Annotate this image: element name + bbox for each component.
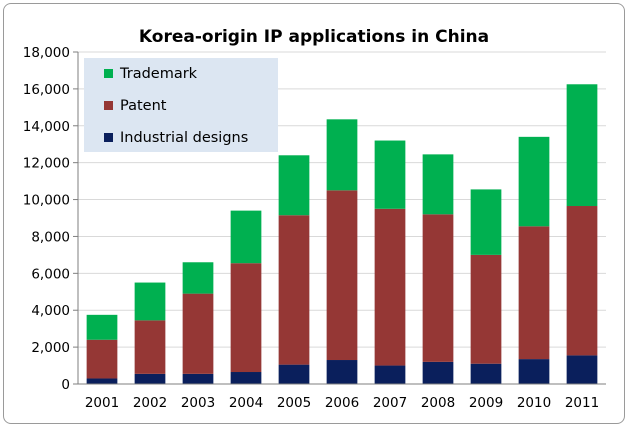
bar-industrial-designs-2005 [278, 364, 310, 384]
x-tick-label: 2001 [85, 395, 119, 411]
x-tick-label: 2009 [469, 395, 503, 411]
bar-patent-2010 [518, 226, 550, 360]
x-tick-label: 2011 [565, 395, 599, 411]
bar-industrial-designs-2007 [374, 365, 406, 384]
bar-industrial-designs-2010 [518, 359, 550, 384]
bar-trademark-2001 [86, 314, 118, 340]
x-tick-label: 2007 [373, 395, 407, 411]
bar-industrial-designs-2003 [182, 373, 214, 384]
bar-trademark-2002 [134, 282, 166, 321]
y-tick-label: 12,000 [23, 156, 70, 172]
bar-industrial-designs-2001 [86, 378, 118, 384]
y-tick-label: 2,000 [31, 340, 70, 356]
bar-trademark-2009 [470, 189, 502, 255]
bar-patent-2003 [182, 293, 214, 374]
bar-trademark-2004 [230, 210, 262, 264]
x-tick-label: 2008 [421, 395, 455, 411]
bar-patent-2007 [374, 208, 406, 366]
bar-trademark-2008 [422, 154, 454, 215]
bar-industrial-designs-2011 [566, 355, 598, 384]
x-tick-label: 2004 [229, 395, 263, 411]
bar-industrial-designs-2006 [326, 360, 358, 384]
y-tick-label: 0 [61, 377, 70, 393]
bar-trademark-2006 [326, 119, 358, 191]
x-tick-label: 2005 [277, 395, 311, 411]
legend: Trademark Patent Industrial designs [84, 58, 278, 152]
y-tick-label: 8,000 [31, 229, 70, 245]
bar-trademark-2007 [374, 140, 406, 209]
bar-industrial-designs-2004 [230, 372, 262, 384]
bar-trademark-2005 [278, 155, 310, 216]
legend-label: Industrial designs [120, 130, 248, 146]
legend-swatch-trademark [104, 69, 113, 78]
x-axis-ticks: 2001 2002 2003 2004 2005 2006 2007 2008 2009 2010… [85, 395, 599, 411]
bar-patent-2005 [278, 215, 310, 365]
bar-industrial-designs-2009 [470, 363, 502, 384]
bar-trademark-2010 [518, 136, 550, 227]
bar-trademark-2003 [182, 262, 214, 294]
bar-patent-2011 [566, 206, 598, 356]
y-tick-label: 16,000 [23, 82, 70, 98]
y-axis-ticks: 0 2,000 4,000 6,000 8,000 10,000 12,000 14,000 1… [23, 45, 78, 393]
bar-patent-2004 [230, 263, 262, 373]
bar-patent-2002 [134, 320, 166, 374]
chart-title: Korea-origin IP applications in China [139, 27, 489, 47]
x-tick-label: 2002 [133, 395, 167, 411]
y-tick-label: 14,000 [23, 119, 70, 135]
x-tick-label: 2003 [181, 395, 215, 411]
y-tick-label: 4,000 [31, 303, 70, 319]
y-tick-label: 6,000 [31, 266, 70, 282]
bar-industrial-designs-2002 [134, 373, 166, 384]
bars [86, 84, 598, 384]
legend-swatch-patent [104, 101, 113, 110]
bar-patent-2009 [470, 254, 502, 364]
bar-patent-2001 [86, 339, 118, 379]
legend-label: Trademark [119, 66, 198, 82]
bar-trademark-2011 [566, 84, 598, 207]
legend-swatch-industrial-designs [104, 133, 113, 142]
legend-label: Patent [120, 98, 167, 114]
bar-patent-2008 [422, 214, 454, 362]
legend-box [84, 58, 278, 152]
x-tick-label: 2006 [325, 395, 359, 411]
bar-patent-2006 [326, 190, 358, 361]
y-tick-label: 18,000 [23, 45, 70, 61]
bar-industrial-designs-2008 [422, 361, 454, 384]
y-tick-label: 10,000 [23, 193, 70, 209]
x-tick-label: 2010 [517, 395, 551, 411]
